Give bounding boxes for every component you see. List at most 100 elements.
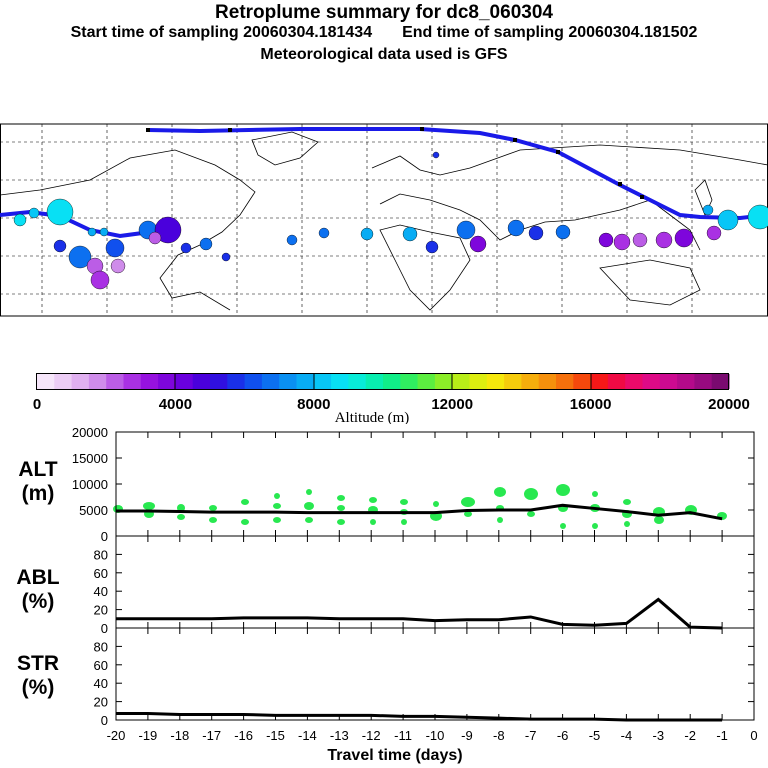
colorbar-cell [590, 374, 609, 389]
str-y-tick-label: 60 [94, 658, 108, 673]
x-tick-label: -4 [621, 728, 633, 743]
x-tick-label: -20 [107, 728, 126, 743]
colorbar-frame [36, 373, 729, 390]
plume-cluster-markers [13, 151, 768, 290]
str-panel-frame [115, 627, 755, 721]
x-tick-label: -17 [202, 728, 221, 743]
colorbar-cell [348, 374, 367, 389]
x-tick-label: -1 [716, 728, 728, 743]
abl-y-tick-label: 60 [94, 566, 108, 581]
end-time-label: End time of sampling 20060304.181502 [402, 24, 698, 41]
x-tick-label: -11 [394, 728, 412, 743]
colorbar-cell [54, 374, 73, 389]
colorbar-cell [573, 374, 592, 389]
altitude-colorbar: 0 4000 8000 12000 16000 20000 Altitude (m) [33, 373, 750, 424]
colorbar-cell [607, 374, 626, 389]
colorbar-label: Altitude (m) [335, 410, 410, 424]
colorbar-cell [296, 374, 315, 389]
colorbar-cell [331, 374, 349, 389]
str-panel-label: STR (%) [17, 652, 59, 699]
alt-y-tick-label: 15000 [72, 451, 108, 466]
colorbar-tick-label: 0 [33, 396, 41, 413]
str-y-tick-label: 40 [94, 676, 108, 691]
x-tick-label: -9 [461, 728, 473, 743]
alt-y-tick-label: 0 [101, 529, 108, 544]
colorbar-cell [365, 374, 384, 389]
abl-panel-frame [115, 535, 755, 629]
colorbar-cell [71, 374, 90, 389]
colorbar-cell [434, 374, 453, 389]
colorbar-cell [521, 374, 540, 389]
x-tick-label: -12 [362, 728, 381, 743]
alt-panel-label: ALT (m) [18, 458, 57, 505]
colorbar-cell [538, 374, 557, 389]
alt-y-tick-label: 20000 [72, 428, 108, 440]
x-tick-label: -16 [234, 728, 253, 743]
colorbar-cell [140, 374, 159, 389]
colorbar-dividers [174, 373, 592, 390]
alt-y-tick-label: 5000 [79, 503, 108, 518]
start-time-label: Start time of sampling 20060304.181434 [70, 24, 373, 41]
x-tick-label: -6 [557, 728, 569, 743]
met-data-line: Meteorological data used is GFS [260, 46, 508, 63]
x-tick-label: -18 [170, 728, 189, 743]
colorbar-cell [37, 374, 55, 389]
colorbar-cell [556, 374, 574, 389]
alt-series-line [116, 503, 723, 521]
colorbar-cell [279, 374, 297, 389]
page-title: Retroplume summary for dc8_060304 [215, 2, 553, 23]
x-tick-label: -5 [589, 728, 601, 743]
abl-label-line2: (%) [22, 590, 55, 613]
colorbar-cell [210, 374, 228, 389]
colorbar-cell [106, 374, 124, 389]
x-tick-label: -19 [139, 728, 158, 743]
colorbar-cell [158, 374, 176, 389]
abl-panel: 0 20 40 60 80 [94, 535, 755, 636]
x-tick-label: -13 [330, 728, 349, 743]
abl-panel-label: ABL (%) [16, 566, 59, 613]
colorbar-cell [677, 374, 695, 389]
str-label-line1: STR [17, 652, 59, 675]
x-axis-label: Travel time (days) [327, 747, 462, 764]
x-tick-label: -15 [266, 728, 285, 743]
colorbar-cell [192, 374, 211, 389]
colorbar-cell [486, 374, 505, 389]
map-coastlines [0, 131, 768, 311]
colorbar-cell [642, 374, 661, 389]
x-tick-label: -14 [298, 728, 317, 743]
colorbar-cell [383, 374, 401, 389]
x-tick-label: -3 [653, 728, 665, 743]
abl-y-tick-label: 20 [94, 603, 108, 618]
alt-scatter-points [113, 484, 727, 529]
str-y-tick-label: 80 [94, 639, 108, 654]
sampling-times: Start time of sampling 20060304.181434 En… [0, 24, 768, 42]
abl-y-tick-label: 80 [94, 547, 108, 562]
colorbar-tick-label: 4000 [159, 396, 192, 413]
alt-y-tick-label: 10000 [72, 477, 108, 492]
colorbar-cells [37, 374, 730, 389]
colorbar-cell [694, 374, 713, 389]
retroplume-map [0, 123, 768, 317]
colorbar-cell [625, 374, 643, 389]
trajectory-day-markers [146, 127, 644, 199]
abl-y-tick-label: 0 [101, 621, 108, 636]
abl-label-line1: ABL [16, 566, 59, 589]
colorbar-cell [227, 374, 246, 389]
colorbar-cell [175, 374, 194, 389]
str-label-line2: (%) [22, 676, 55, 699]
map-frame [0, 123, 768, 317]
colorbar-tick-labels: 0 4000 8000 12000 16000 20000 [33, 396, 750, 413]
abl-series-line [116, 597, 723, 630]
alt-panel: 0 5000 10000 15000 20000 [72, 428, 755, 544]
time-series-panels: ALT (m) ABL (%) STR (%) [16, 428, 758, 764]
colorbar-cell [88, 374, 107, 389]
x-tick-label: -2 [684, 728, 696, 743]
x-tick-label: -10 [426, 728, 445, 743]
str-y-tick-label: 20 [94, 695, 108, 710]
colorbar-cell [417, 374, 436, 389]
colorbar-cell [469, 374, 488, 389]
colorbar-cell [504, 374, 522, 389]
colorbar-cell [659, 374, 678, 389]
